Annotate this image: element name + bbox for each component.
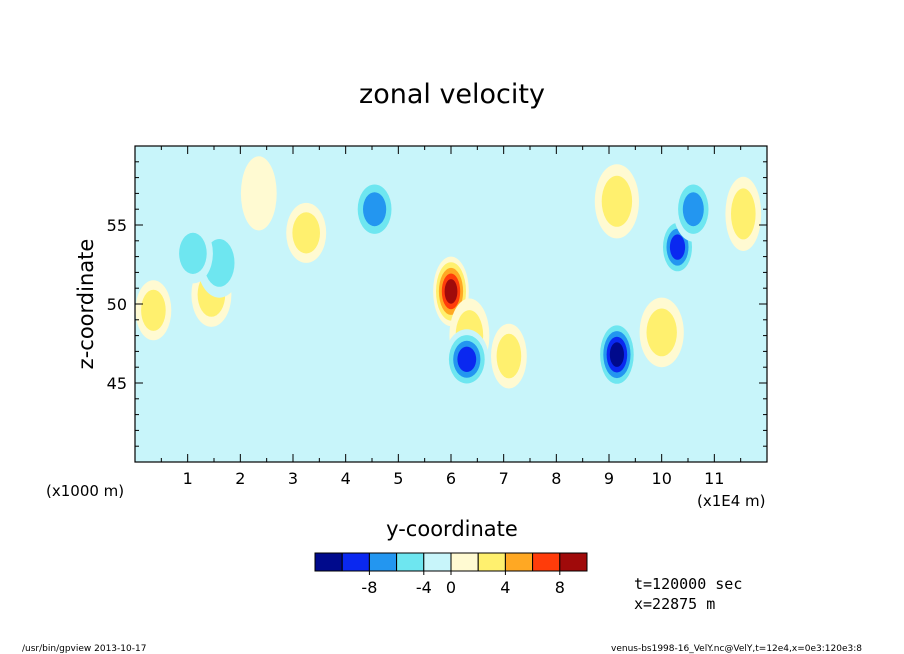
velocity-feature [179,232,207,274]
velocity-feature [669,234,686,260]
x-tick-label: 7 [499,469,509,488]
y-axis-title: z-coordinate [74,239,98,370]
x-tick-label: 1 [183,469,193,488]
x-tick-label: 2 [235,469,245,488]
velocity-feature [731,188,756,240]
velocity-feature [240,156,277,231]
x-tick-label: 3 [288,469,298,488]
y-tick-label: 45 [107,374,127,393]
y-tick-label: 55 [107,216,127,235]
colorbar-swatch [477,552,506,572]
tick-layer [134,145,768,463]
velocity-feature [609,342,625,367]
velocity-feature [601,175,633,227]
velocity-feature [496,333,522,379]
field-layer [135,156,762,390]
x-unit-left: (x1000 m) [46,482,124,500]
velocity-feature [457,346,477,372]
y-tick-label: 50 [107,295,127,314]
x-tick-label: 11 [704,469,724,488]
footer-left: /usr/bin/gpview 2013-10-17 [22,644,146,654]
x-tick-label: 8 [551,469,561,488]
velocity-feature [444,279,458,304]
velocity-feature [646,308,677,357]
time-annotation: t=120000 sec [634,575,742,593]
x-tick-label: 10 [652,469,672,488]
position-annotation: x=22875 m [634,595,715,613]
colorbar-label: -4 [416,578,432,597]
x-axis-title: y-coordinate [386,517,518,541]
velocity-feature [682,192,704,227]
colorbar-swatch [450,552,479,572]
plot-area [134,145,768,463]
footer-right: venus-bs1998-16_VelY.nc@VelY,t=12e4,x=0e… [611,644,862,654]
colorbar-swatch [504,552,534,572]
colorbar-swatch [368,552,398,572]
colorbar-swatch [559,552,588,572]
velocity-feature [292,212,321,254]
velocity-feature [141,289,166,331]
colorbar-label: 4 [500,578,510,597]
x-tick-label: 9 [604,469,614,488]
colorbar-swatch [314,552,343,572]
colorbar-swatch [396,552,425,572]
colorbar-label: -8 [361,578,377,597]
chart-title: zonal velocity [359,79,545,110]
colorbar-swatch [341,552,370,572]
velocity-feature [363,192,387,227]
x-tick-label: 5 [393,469,403,488]
colorbar-label: 8 [555,578,565,597]
colorbar-label: 0 [446,578,456,597]
colorbar-swatch [532,552,561,572]
x-tick-label: 4 [341,469,351,488]
colorbar-swatch [423,552,452,572]
colorbar: -8 -4 0 4 8 [314,552,588,597]
x-unit-right: (x1E4 m) [697,492,766,510]
x-tick-label: 6 [446,469,456,488]
